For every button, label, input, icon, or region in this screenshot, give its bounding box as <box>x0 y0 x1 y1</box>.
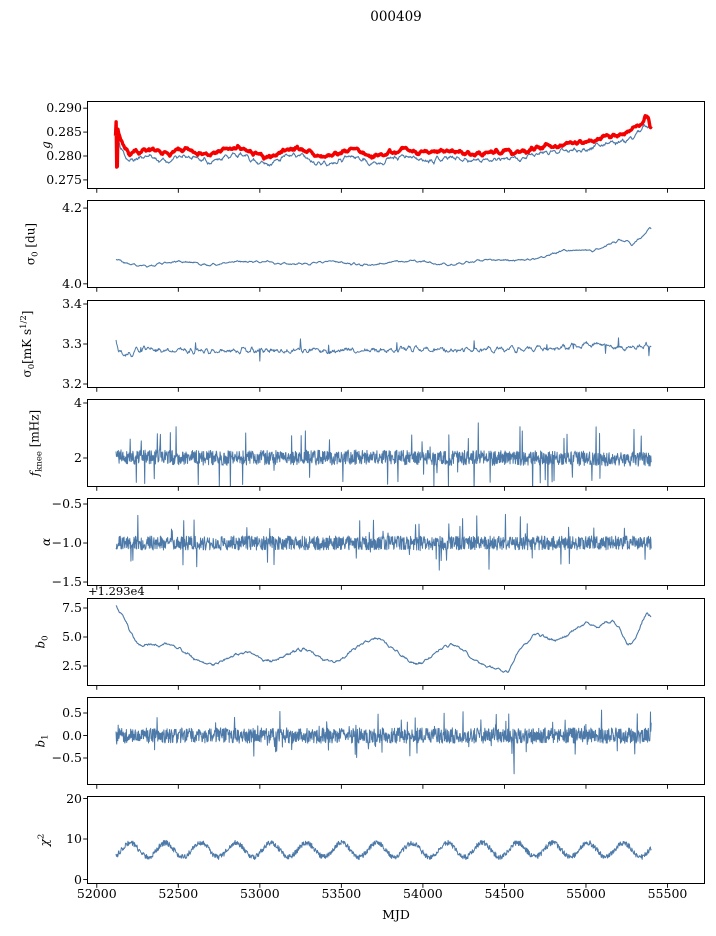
ytick-label-b1: 0.5 <box>62 705 82 720</box>
y-axis-label-sigma0-mks: σ0[mK s1/2] <box>18 310 38 378</box>
plot-area-sigma0-mks <box>83 300 705 392</box>
panel-chi2 <box>83 796 705 888</box>
y-axis-label-chi2: χ2 <box>36 833 52 847</box>
series-line-b1 <box>115 709 652 775</box>
plot-area-alpha <box>83 498 705 590</box>
ytick-label-b0: 7.5 <box>62 599 82 615</box>
plot-area-b0 <box>83 598 705 690</box>
series-line-fknee <box>115 422 652 487</box>
ytick-label-alpha: −1.0 <box>51 535 82 550</box>
series-line-sigma0-du <box>115 226 652 268</box>
panel-alpha <box>83 498 705 590</box>
panel-b0 <box>83 598 705 690</box>
ytick-label-sigma0-mks: 3.2 <box>62 376 82 391</box>
ytick-label-g: 0.285 <box>46 124 82 140</box>
ytick-label-alpha: −1.5 <box>51 574 82 590</box>
ytick-label-chi2: 20 <box>66 790 82 806</box>
ytick-label-b0: 2.5 <box>62 658 82 673</box>
xtick-label: 52000 <box>76 886 117 901</box>
series-line-b0 <box>115 605 652 674</box>
plot-area-fknee <box>83 399 705 491</box>
ytick-label-sigma0-du: 4.2 <box>62 200 82 216</box>
ytick-label-sigma0-du: 4.0 <box>62 275 82 291</box>
y-axis-label-g: g <box>39 141 53 149</box>
series-line-sigma0-mks <box>115 337 652 362</box>
plot-area-chi2 <box>83 796 705 888</box>
axes-frame <box>87 399 705 487</box>
series-line-alpha <box>115 513 652 571</box>
y-axis-label-b0: b0 <box>33 635 51 649</box>
ytick-label-b1: −0.5 <box>51 750 82 765</box>
axes-frame <box>87 697 705 785</box>
ytick-label-fknee: 4 <box>74 394 82 410</box>
axes-frame <box>87 498 705 586</box>
plot-area-sigma0-du <box>83 200 705 292</box>
series-line-g-raw <box>113 114 653 169</box>
ytick-label-sigma0-mks: 3.3 <box>62 336 82 351</box>
xtick-label: 52500 <box>158 886 199 901</box>
ytick-label-sigma0-mks: 3.4 <box>62 296 82 311</box>
panel-sigma0-mks <box>83 300 705 392</box>
axes-frame <box>87 598 705 686</box>
ytick-label-b1: 0.0 <box>62 727 82 743</box>
ytick-label-g: 0.275 <box>46 171 82 187</box>
ytick-label-fknee: 2 <box>74 449 82 465</box>
xtick-label: 54000 <box>403 886 443 901</box>
y-axis-label-alpha: α <box>39 537 53 547</box>
xtick-label: 54500 <box>484 886 525 901</box>
y-axis-label-b1: b1 <box>33 734 51 748</box>
axes-frame <box>87 101 705 189</box>
plot-title: 000409 <box>370 9 422 25</box>
xtick-label: 53500 <box>321 886 362 901</box>
plot-area-g <box>83 101 705 193</box>
y-axis-label-fknee: fknee [mHz] <box>27 409 45 477</box>
axes-frame <box>87 796 705 884</box>
xtick-label: 53000 <box>239 886 280 901</box>
x-axis-label: MJD <box>382 907 410 922</box>
xtick-label: 55500 <box>647 886 688 901</box>
axes-frame <box>87 300 705 388</box>
panel-b1 <box>83 697 705 789</box>
series-line-g-fit <box>115 124 652 167</box>
series-line-chi2 <box>115 839 652 861</box>
panel-sigma0-du <box>83 200 705 292</box>
plot-area-b1 <box>83 697 705 789</box>
panel-fknee <box>83 399 705 491</box>
panel-g <box>83 101 705 193</box>
ytick-label-b0: 5.0 <box>62 629 82 644</box>
ytick-label-alpha: −0.5 <box>51 496 82 511</box>
ytick-label-g: 0.280 <box>46 148 82 163</box>
y-axis-label-sigma0-du: σ0 [du] <box>23 222 41 266</box>
ytick-label-chi2: 0 <box>74 871 82 887</box>
ytick-label-g: 0.290 <box>46 100 82 116</box>
axis-offset-text: +1.293e4 <box>88 584 145 598</box>
ytick-label-chi2: 10 <box>66 831 82 846</box>
axes-frame <box>87 200 705 288</box>
xtick-label: 55000 <box>566 886 606 901</box>
